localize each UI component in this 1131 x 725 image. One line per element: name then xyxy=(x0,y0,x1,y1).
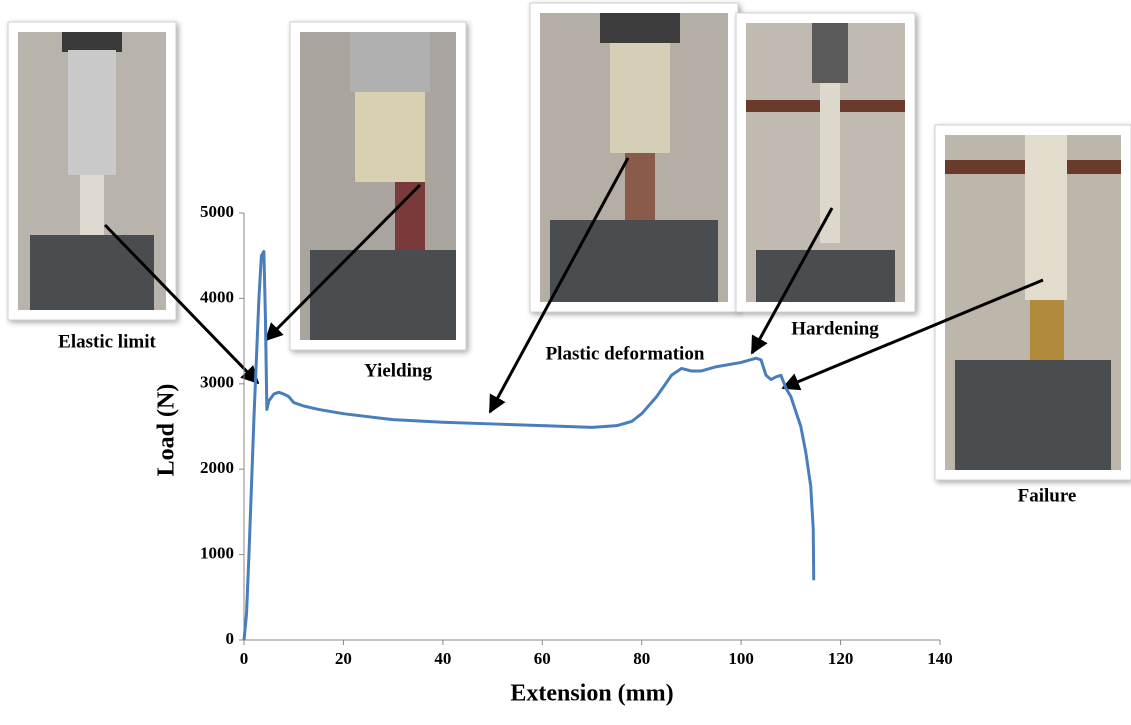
photo-hardening xyxy=(736,13,915,312)
x-tick-label: 80 xyxy=(633,649,650,668)
annotation: Failure xyxy=(1018,485,1077,506)
annotation: Plastic deformation xyxy=(546,343,705,364)
chart: Elastic limit Yielding Plastic deformati… xyxy=(0,0,1131,725)
y-tick-label: 4000 xyxy=(200,287,234,306)
y-axis-label: Load (N) xyxy=(154,384,180,477)
y-tick-label: 3000 xyxy=(200,373,234,392)
x-tick-label: 20 xyxy=(335,649,352,668)
photo-plastic xyxy=(530,3,738,312)
y-tick-label: 1000 xyxy=(200,544,234,563)
photo-failure xyxy=(935,125,1131,480)
y-tick-label: 5000 xyxy=(200,202,234,221)
x-tick-label: 0 xyxy=(240,649,249,668)
x-tick-label: 140 xyxy=(927,649,953,668)
annotation: Elastic limit xyxy=(58,331,156,352)
y-tick-label: 0 xyxy=(226,629,235,648)
x-tick-label: 60 xyxy=(534,649,551,668)
annotation: Hardening xyxy=(791,318,879,339)
annotation: Yielding xyxy=(364,360,432,381)
x-tick-label: 100 xyxy=(728,649,754,668)
x-tick-label: 120 xyxy=(828,649,854,668)
x-axis-label: Extension (mm) xyxy=(510,681,673,707)
y-tick-label: 2000 xyxy=(200,458,234,477)
photo-elastic xyxy=(8,22,176,320)
photo-yielding xyxy=(290,22,466,350)
x-tick-label: 40 xyxy=(434,649,451,668)
